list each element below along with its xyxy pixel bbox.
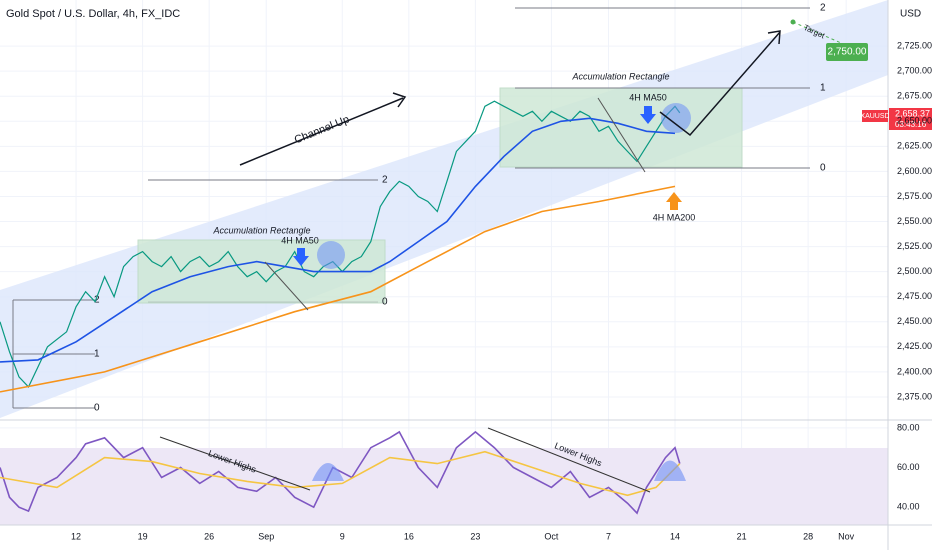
y-tick-label: 2,525.00: [897, 241, 932, 251]
x-tick-label: Sep: [258, 531, 274, 541]
y-tick-label: 2,550.00: [897, 216, 932, 226]
channel-arrow: [239, 92, 407, 166]
x-tick-label: 12: [71, 531, 81, 541]
up-arrow: [666, 192, 682, 210]
series-line: [0, 450, 681, 497]
y-tick-label: 2,475.00: [897, 291, 932, 301]
y-tick-label: 2,650.00: [897, 116, 932, 126]
x-tick-label: Nov: [838, 531, 855, 541]
y-tick-label: 2,600.00: [897, 166, 932, 176]
fib-label: 2: [820, 3, 826, 14]
y-tick-label: 40.00: [897, 502, 920, 512]
y-tick-label: 80.00: [897, 422, 920, 432]
target-price: 2,750.00: [828, 47, 867, 58]
symbol-tag: [862, 110, 888, 122]
fib-lines: [12, 7, 810, 409]
y-tick-label: 2,575.00: [897, 191, 932, 201]
target-line: [792, 21, 849, 47]
x-tick-label: 19: [138, 531, 148, 541]
ma-label: 4H MA200: [653, 212, 696, 222]
y-tick-label: 2,425.00: [897, 341, 932, 351]
fib-label: 1: [94, 349, 100, 360]
fib-label: 2: [382, 175, 388, 186]
trend-line: [487, 427, 651, 493]
series-line: [0, 430, 681, 515]
down-arrow: [293, 248, 309, 266]
rsi-dome: [312, 463, 344, 481]
annotation: Accumulation Rectangle: [212, 225, 310, 235]
accumulation-rect: [499, 87, 743, 168]
x-tick-label: 28: [803, 531, 813, 541]
y-tick-label: 2,375.00: [897, 391, 932, 401]
y-tick-label: 2,450.00: [897, 316, 932, 326]
y-tick-label: 2,500.00: [897, 266, 932, 276]
ma-label: 4H MA50: [629, 92, 667, 102]
countdown: 03:43:16: [895, 120, 927, 129]
price-tag: [889, 108, 932, 130]
trend-line: [264, 261, 309, 311]
fib-label: 0: [94, 403, 100, 414]
fib-label: 0: [820, 163, 826, 174]
symbol-tag-label: XAUUSD: [860, 113, 889, 120]
last-price: 2,658.37: [895, 108, 930, 118]
x-tick-label: 16: [404, 531, 414, 541]
currency: USD: [900, 9, 921, 20]
target-box: [826, 43, 868, 61]
ma-label: 4H MA50: [281, 235, 319, 245]
trend-line: [597, 97, 646, 173]
y-tick-label: 2,700.00: [897, 66, 932, 76]
rsi-dome: [654, 460, 686, 481]
fib-label: 0: [382, 297, 388, 308]
y-tick-label: 60.00: [897, 462, 920, 472]
series-layer: [0, 100, 681, 515]
fib-label: 1: [820, 83, 826, 94]
annotation: Accumulation Rectangle: [571, 71, 669, 81]
highlight-circle: [661, 103, 691, 133]
series-line: [0, 117, 676, 363]
y-tick-label: 2,675.00: [897, 91, 932, 101]
series-line: [0, 185, 676, 393]
x-tick-label: 7: [606, 531, 611, 541]
target-dot: [790, 19, 796, 25]
y-tick-label: 2,725.00: [897, 40, 932, 50]
x-tick-label: 21: [737, 531, 747, 541]
x-tick-label: 26: [204, 531, 214, 541]
y-tick-label: 2,625.00: [897, 141, 932, 151]
y-tick-label: 2,400.00: [897, 366, 932, 376]
highlight-circle: [317, 241, 345, 269]
x-tick-label: Oct: [544, 531, 559, 541]
fib-label: 2: [94, 295, 100, 306]
trend-line: [159, 436, 311, 491]
down-arrow: [640, 106, 656, 124]
x-tick-label: 9: [340, 531, 345, 541]
x-tick-label: 14: [670, 531, 680, 541]
chart-title: Gold Spot / U.S. Dollar, 4h, FX_IDC: [6, 8, 180, 20]
x-tick-label: 23: [470, 531, 480, 541]
projection-arrow: [659, 30, 781, 137]
